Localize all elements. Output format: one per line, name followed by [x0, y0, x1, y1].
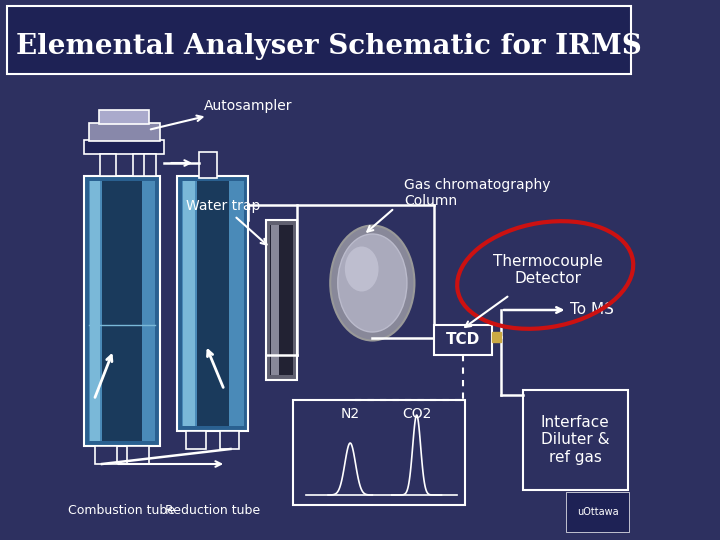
- Ellipse shape: [345, 246, 379, 292]
- Bar: [102, 181, 142, 441]
- Bar: [292, 400, 465, 505]
- Bar: [127, 446, 149, 464]
- Bar: [133, 154, 149, 176]
- Text: Interface
Diluter &
ref gas: Interface Diluter & ref gas: [541, 415, 610, 465]
- Bar: [89, 181, 155, 441]
- Text: TCD: TCD: [446, 333, 480, 348]
- Ellipse shape: [330, 226, 415, 341]
- Text: To MS: To MS: [570, 302, 614, 318]
- Text: Thermocouple
Detector: Thermocouple Detector: [493, 254, 603, 286]
- Bar: [99, 110, 149, 124]
- Bar: [181, 181, 244, 426]
- Bar: [199, 152, 217, 178]
- Bar: [220, 431, 239, 449]
- Bar: [566, 492, 629, 532]
- Text: uOttawa: uOttawa: [577, 507, 618, 517]
- Text: Gas chromatography
Column: Gas chromatography Column: [404, 178, 551, 208]
- Text: Elemental Analyser Schematic for IRMS: Elemental Analyser Schematic for IRMS: [16, 32, 642, 59]
- Bar: [84, 140, 164, 154]
- Bar: [95, 446, 117, 464]
- Bar: [186, 431, 206, 449]
- Bar: [266, 220, 297, 380]
- Text: CO2: CO2: [402, 407, 431, 421]
- Bar: [271, 225, 292, 375]
- Bar: [100, 154, 116, 176]
- Bar: [197, 181, 229, 426]
- Bar: [492, 332, 501, 342]
- Bar: [84, 176, 160, 446]
- Text: Water trap: Water trap: [186, 199, 266, 245]
- Text: Autosampler: Autosampler: [150, 99, 292, 130]
- Bar: [7, 6, 631, 74]
- Bar: [177, 176, 248, 431]
- Bar: [523, 390, 628, 490]
- Bar: [89, 181, 100, 441]
- Text: Reduction tube: Reduction tube: [165, 504, 261, 517]
- Text: Combustion tube: Combustion tube: [68, 504, 175, 517]
- Bar: [143, 154, 156, 176]
- Ellipse shape: [338, 234, 407, 332]
- Text: N2: N2: [341, 407, 360, 421]
- Bar: [434, 325, 492, 355]
- Bar: [183, 181, 195, 426]
- Bar: [271, 225, 279, 375]
- Bar: [89, 123, 160, 141]
